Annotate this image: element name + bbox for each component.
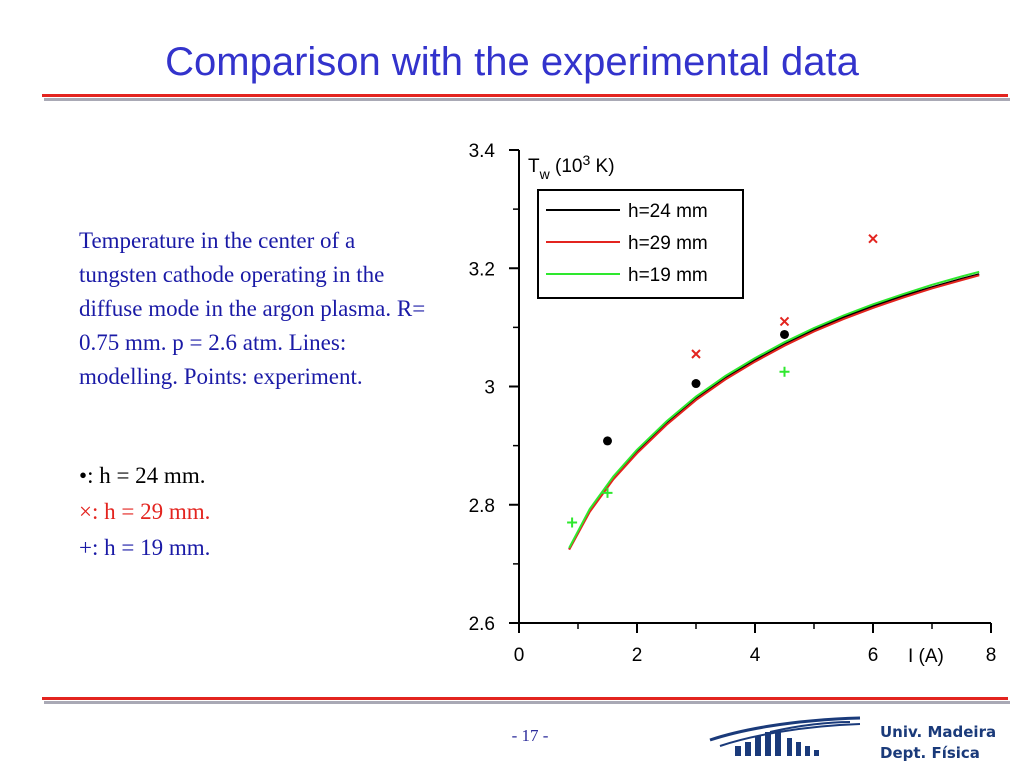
data-point-plus <box>602 487 613 498</box>
dot-symbol: • <box>79 463 88 488</box>
series-line <box>568 274 980 551</box>
data-point-cross <box>779 316 790 327</box>
x-tick-label: 8 <box>986 645 997 666</box>
bottom-rule <box>42 697 1008 700</box>
point-legend-24: •: h = 24 mm. <box>79 458 205 494</box>
org-line-1: Univ. Madeira <box>880 723 997 741</box>
legend-label: h=29 mm <box>628 233 708 254</box>
chart-series <box>568 270 980 551</box>
x-axis-label: I (A) <box>908 646 944 667</box>
point-legend-29: ×: h = 29 mm. <box>79 494 210 530</box>
point-legend-29-label: : h = 29 mm. <box>91 499 211 524</box>
org-line-2: Dept. Física <box>880 744 980 762</box>
data-point-dot <box>603 436 612 446</box>
y-tick-label: 2.8 <box>469 496 495 517</box>
point-legend-24-label: : h = 24 mm. <box>87 463 206 488</box>
series-line <box>568 270 980 549</box>
legend-box <box>537 189 744 299</box>
data-point-plus <box>567 517 578 528</box>
chart-points <box>567 233 878 528</box>
chart-axes: 0 2 4 6 8 2.6 2.8 3 3.2 3.4 <box>469 141 997 666</box>
y-tick-label: 3.2 <box>469 259 495 280</box>
plus-symbol: + <box>79 535 92 560</box>
y-tick-label: 3.4 <box>469 141 496 162</box>
y-axis-label: Tw (103 K) <box>528 152 615 182</box>
top-rule <box>42 94 1008 97</box>
data-point-dot <box>780 329 789 339</box>
legend-label: h=19 mm <box>628 265 708 286</box>
y-tick-label: 3 <box>484 378 495 399</box>
x-tick-label: 2 <box>632 645 643 666</box>
chart-legend: h=24 mm h=29 mm h=19 mm <box>537 189 744 299</box>
y-tick-label: 2.6 <box>469 614 495 635</box>
data-point-dot <box>691 379 701 389</box>
bottom-rule-shadow <box>44 701 1010 704</box>
description-text: Temperature in the center of a tungsten … <box>79 228 426 389</box>
point-legend-19: +: h = 19 mm. <box>79 530 210 566</box>
cross-symbol: × <box>79 499 92 524</box>
slide-title: Comparison with the experimental data <box>165 40 859 84</box>
temperature-chart: 0 2 4 6 8 2.6 2.8 3 3.2 3.4 Tw (103 K) I (A) h=24… <box>469 141 997 667</box>
x-tick-label: 0 <box>514 645 525 666</box>
university-logo <box>709 716 861 756</box>
page-number: - 17 - <box>511 726 549 745</box>
x-tick-label: 6 <box>868 645 879 666</box>
series-line <box>568 273 980 550</box>
legend-label: h=24 mm <box>628 201 708 222</box>
top-rule-shadow <box>44 98 1010 101</box>
organization-name: Univ. Madeira Dept. Física <box>880 722 996 764</box>
data-point-cross <box>691 349 701 359</box>
data-point-plus <box>779 366 790 377</box>
data-point-cross <box>868 233 878 244</box>
point-legend-19-label: : h = 19 mm. <box>91 535 211 560</box>
x-tick-label: 4 <box>750 645 761 666</box>
